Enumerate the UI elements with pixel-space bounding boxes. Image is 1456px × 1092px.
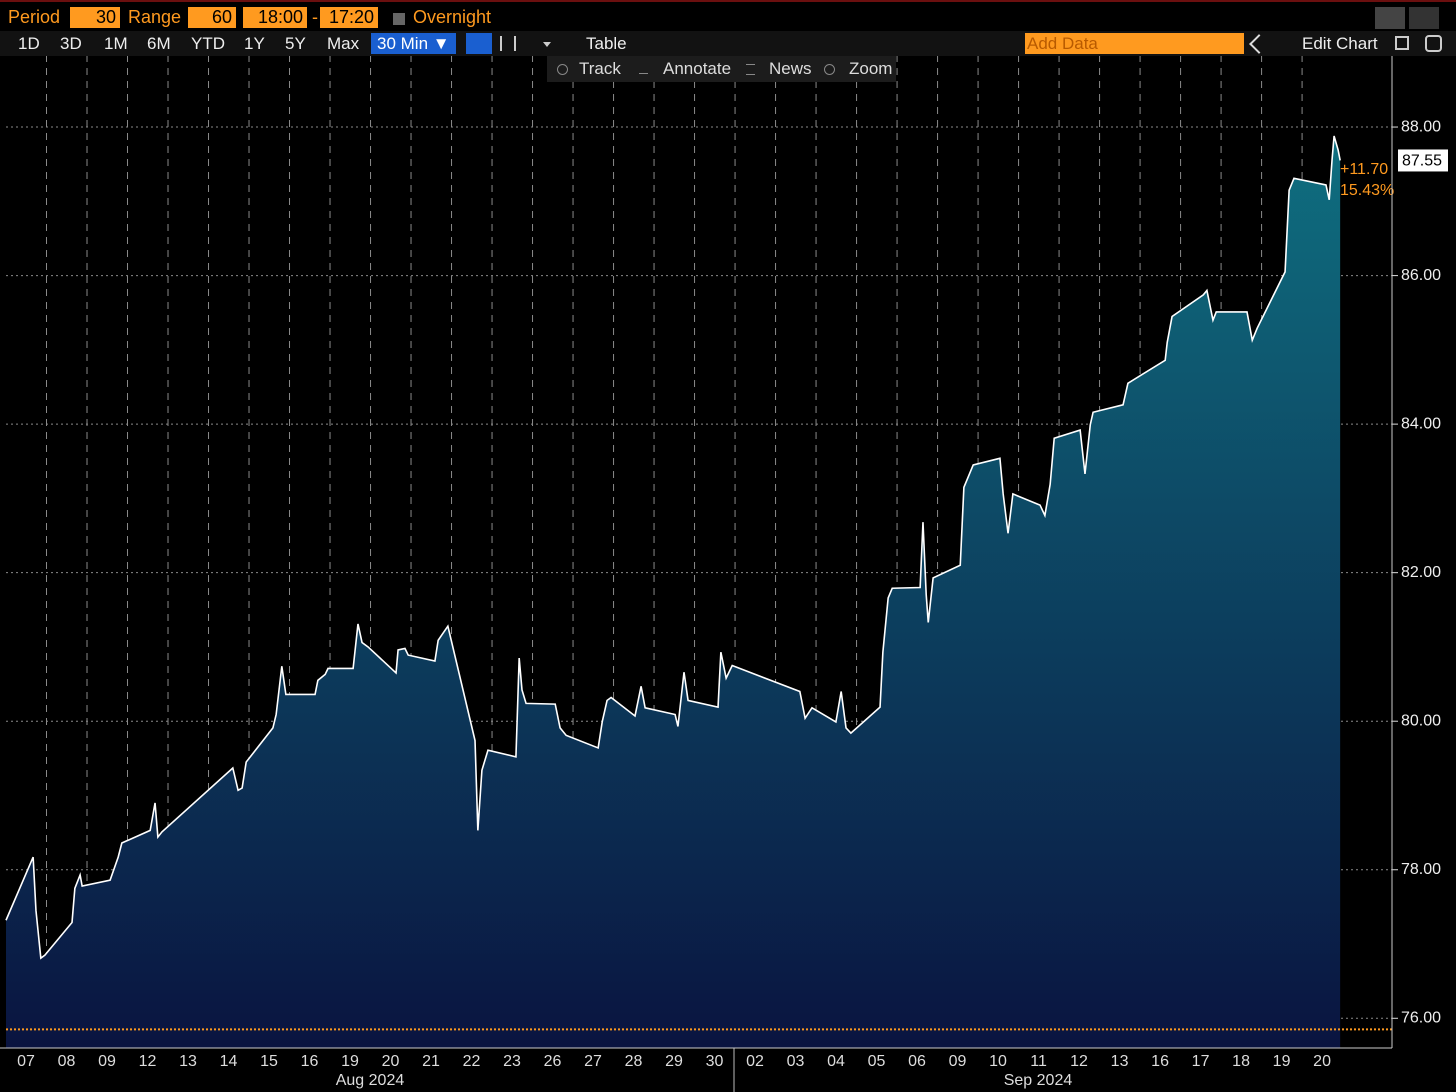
x-tick-label: 29 [665, 1053, 683, 1070]
x-tick-label: 26 [544, 1053, 562, 1070]
x-tick-label: 21 [422, 1053, 440, 1070]
x-tick-label: 12 [139, 1053, 157, 1070]
y-tick-label: 84.00 [1401, 415, 1441, 432]
x-tick-label: 09 [949, 1053, 967, 1070]
y-tick-label: 82.00 [1401, 564, 1441, 581]
chart-tools: Track Annotate News Zoom [547, 56, 896, 82]
x-tick-label: 06 [908, 1053, 926, 1070]
dropdown-button[interactable] [543, 42, 551, 47]
range-button[interactable]: 1M [104, 34, 128, 53]
last-price-box [1398, 149, 1448, 172]
x-tick-label: 19 [1273, 1053, 1291, 1070]
x-tick-label: 20 [382, 1053, 400, 1070]
collapse-button[interactable] [1249, 34, 1269, 54]
x-tick-label: 02 [746, 1053, 764, 1070]
add-data-input[interactable]: Add Data [1025, 33, 1244, 54]
undo-button[interactable] [1375, 7, 1405, 29]
zoom-icon [824, 64, 835, 75]
x-tick-label: 16 [1151, 1053, 1169, 1070]
tool-button[interactable]: Zoom [849, 59, 893, 78]
y-tick-label: 86.00 [1401, 267, 1441, 284]
change-annotation: 15.43% [1340, 182, 1394, 199]
toolbar: 30 Min ▼ Table Add Data Edit Chart 1D 3D 1… [0, 31, 1456, 56]
tool-button[interactable]: Track [579, 59, 621, 78]
x-tick-label: 08 [58, 1053, 76, 1070]
x-tick-label: 05 [868, 1053, 886, 1070]
y-tick-label: 76.00 [1401, 1010, 1441, 1027]
range-label: Range [128, 7, 182, 27]
x-tick-label: 14 [220, 1053, 238, 1070]
interval-button[interactable]: 30 Min ▼ [371, 33, 456, 54]
x-tick-label: 04 [827, 1053, 845, 1070]
settings-icon[interactable] [1425, 35, 1442, 52]
x-tick-label: 20 [1313, 1053, 1331, 1070]
end-time[interactable]: 17:20 [320, 7, 378, 28]
overnight-checkbox[interactable] [393, 13, 405, 25]
month-label: Aug 2024 [336, 1072, 405, 1089]
area-fill [6, 135, 1341, 1048]
x-tick-label: 13 [1111, 1053, 1129, 1070]
start-time[interactable]: 18:00 [243, 7, 307, 28]
x-tick-label: 09 [98, 1053, 116, 1070]
edit-chart-button[interactable]: Edit Chart [1302, 34, 1378, 53]
annotate-icon [639, 64, 648, 74]
x-tick-label: 17 [1192, 1053, 1210, 1070]
time-separator: - [312, 7, 318, 27]
x-tick-label: 15 [260, 1053, 278, 1070]
tool-button[interactable]: Annotate [663, 59, 732, 78]
edit-icon[interactable] [1395, 36, 1409, 50]
x-tick-label: 30 [706, 1053, 724, 1070]
x-tick-label: 12 [1070, 1053, 1088, 1070]
line-chart-button[interactable] [466, 33, 492, 54]
range-button[interactable]: 1D [18, 34, 40, 53]
month-label: Sep 2024 [1004, 1072, 1073, 1089]
y-tick-label: 88.00 [1401, 118, 1441, 135]
x-tick-label: 19 [341, 1053, 359, 1070]
range-button[interactable]: Max [327, 34, 360, 53]
x-tick-label: 16 [301, 1053, 319, 1070]
news-icon [746, 64, 755, 75]
x-tick-label: 03 [787, 1053, 805, 1070]
bar-chart-button[interactable] [500, 36, 516, 51]
x-tick-label: 27 [584, 1053, 602, 1070]
x-tick-label: 13 [179, 1053, 197, 1070]
y-tick-label: 80.00 [1401, 712, 1441, 729]
last-price-label: 87.55 [1402, 153, 1442, 170]
x-tick-label: 23 [503, 1053, 521, 1070]
y-tick-label: 78.00 [1401, 861, 1441, 878]
x-tick-label: 22 [463, 1053, 481, 1070]
x-tick-label: 28 [625, 1053, 643, 1070]
range-button[interactable]: 1Y [244, 34, 265, 53]
period-label: Period [8, 7, 61, 27]
range-button[interactable]: 3D [60, 34, 82, 53]
x-tick-label: 18 [1232, 1053, 1250, 1070]
range-button[interactable]: 6M [147, 34, 171, 53]
range-input[interactable]: 60 [188, 7, 236, 28]
x-tick-label: 11 [1030, 1053, 1047, 1070]
overnight-label: Overnight [413, 7, 492, 27]
table-button[interactable]: Table [586, 34, 627, 53]
tool-button[interactable]: News [769, 59, 812, 78]
x-tick-label: 07 [17, 1053, 35, 1070]
redo-button[interactable] [1409, 7, 1439, 29]
period-input[interactable]: 30 [70, 7, 120, 28]
range-button[interactable]: 5Y [285, 34, 306, 53]
price-line [5, 135, 1341, 960]
change-annotation: +11.70 [1340, 161, 1388, 178]
x-tick-label: 10 [989, 1053, 1007, 1070]
top-bar: Period 30 Range 60 18:00 - 17:20 Overnig… [0, 0, 1456, 31]
range-button[interactable]: YTD [191, 34, 225, 53]
track-icon [557, 64, 568, 75]
